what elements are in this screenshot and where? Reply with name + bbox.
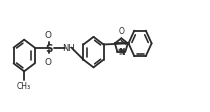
Text: N: N (119, 48, 125, 57)
Text: NH: NH (62, 44, 75, 53)
Text: N: N (118, 48, 124, 57)
Text: S: S (46, 43, 53, 53)
Text: CH₃: CH₃ (17, 82, 31, 91)
Text: O: O (45, 30, 52, 39)
Text: O: O (45, 57, 52, 66)
Text: O: O (118, 27, 124, 36)
